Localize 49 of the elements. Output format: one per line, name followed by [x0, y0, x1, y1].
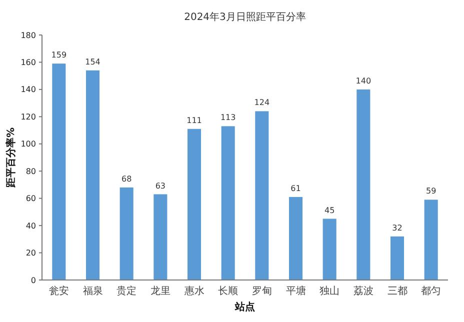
data-label: 45 — [324, 206, 335, 215]
bar — [154, 194, 168, 280]
x-tick-label: 独山 — [320, 285, 340, 297]
x-tick-label: 贵定 — [116, 285, 137, 297]
data-label: 159 — [51, 50, 67, 60]
data-label: 61 — [290, 184, 301, 193]
data-label: 59 — [426, 186, 436, 196]
y-tick-label: 80 — [26, 166, 36, 176]
x-tick-label: 惠水 — [183, 285, 204, 297]
bar — [187, 128, 202, 280]
x-tick-label: 瓮安 — [48, 285, 69, 297]
bar — [120, 187, 134, 280]
bar — [356, 89, 370, 280]
y-tick-label: 0 — [30, 276, 36, 285]
bar — [288, 196, 303, 280]
data-label: 124 — [254, 98, 270, 108]
x-tick-label: 平塘 — [286, 285, 306, 297]
y-tick-label: 180 — [20, 30, 36, 40]
bar — [255, 111, 269, 280]
bar — [390, 236, 404, 280]
y-tick-label: 160 — [20, 58, 36, 68]
y-tick-label: 60 — [26, 194, 36, 204]
x-tick-label: 荔波 — [353, 285, 374, 297]
x-tick-label: 都匀 — [421, 285, 442, 297]
data-label: 113 — [220, 113, 236, 122]
y-tick-label: 40 — [26, 221, 36, 230]
bar — [322, 218, 336, 280]
y-axis-title: 距平百分率% — [5, 127, 17, 189]
bar — [221, 126, 235, 280]
y-tick-label: 120 — [20, 112, 36, 122]
y-tick-label: 20 — [26, 248, 36, 258]
bar — [424, 200, 438, 280]
data-label: 154 — [85, 57, 100, 66]
x-tick-label: 长顺 — [218, 285, 238, 297]
x-tick-label: 罗甸 — [252, 285, 272, 297]
y-tick-label: 140 — [20, 85, 36, 94]
bar — [86, 70, 100, 280]
y-tick-label: 100 — [20, 140, 36, 149]
data-label: 111 — [186, 116, 202, 125]
x-axis-title: 站点 — [234, 301, 255, 313]
bar — [52, 64, 66, 280]
x-tick-label: 福泉 — [82, 285, 103, 297]
data-label: 68 — [121, 174, 132, 184]
data-label: 32 — [392, 223, 402, 232]
data-label: 140 — [356, 76, 372, 86]
x-tick-label: 三都 — [387, 285, 408, 297]
chart-title: 2024年3月日照距平百分率 — [184, 11, 306, 23]
data-label: 63 — [155, 181, 166, 190]
x-tick-label: 龙里 — [150, 285, 170, 297]
